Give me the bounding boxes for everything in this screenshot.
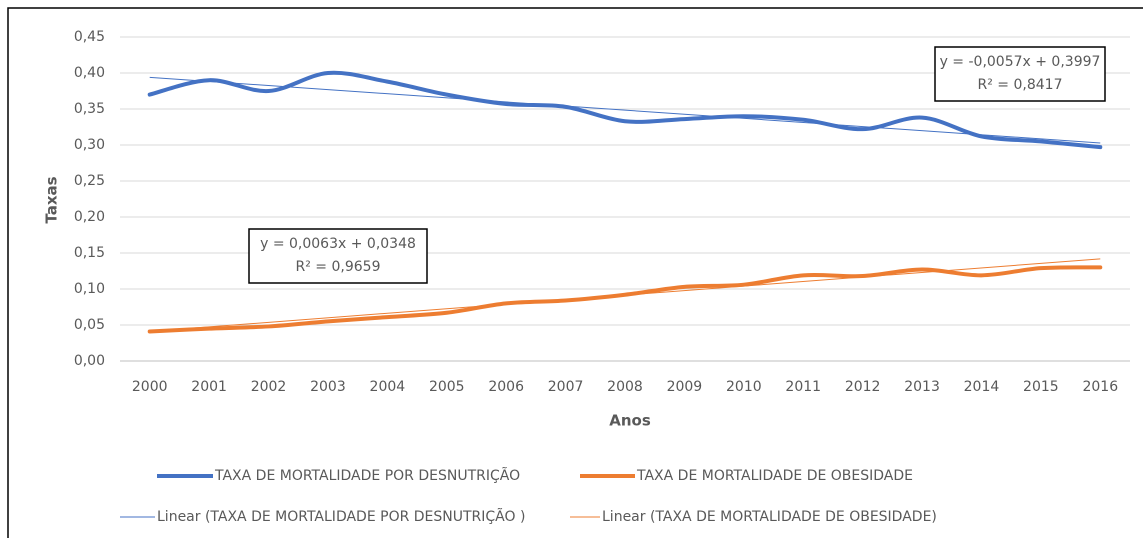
trend-r2: R² = 0,9659 xyxy=(296,259,381,275)
legend-label: Linear (TAXA DE MORTALIDADE DE OBESIDADE… xyxy=(602,509,937,525)
x-tick-label: 2001 xyxy=(191,379,227,395)
equation-box xyxy=(934,46,1106,102)
y-tick-label: 0,15 xyxy=(74,245,105,261)
legend-label: Linear (TAXA DE MORTALIDADE POR DESNUTRI… xyxy=(157,508,525,525)
x-tick-label: 2003 xyxy=(310,379,346,395)
y-tick-label: 0,40 xyxy=(74,65,105,81)
y-tick-label: 0,25 xyxy=(74,173,105,189)
x-tick-label: 2014 xyxy=(964,379,1000,395)
y-tick-label: 0,30 xyxy=(74,137,105,153)
x-tick-label: 2000 xyxy=(132,379,168,395)
y-tick-label: 0,00 xyxy=(74,353,105,369)
x-tick-label: 2007 xyxy=(548,379,584,395)
x-axis-title: Anos xyxy=(609,412,651,430)
trend-r2: R² = 0,8417 xyxy=(978,77,1063,93)
x-tick-label: 2005 xyxy=(429,379,465,395)
trend-equation: y = 0,0063x + 0,0348 xyxy=(260,236,416,252)
x-tick-label: 2004 xyxy=(370,379,406,395)
trend-line xyxy=(149,76,1101,144)
x-tick-label: 2012 xyxy=(845,379,881,395)
x-tick-label: 2016 xyxy=(1082,379,1118,395)
legend-label: TAXA DE MORTALIDADE POR DESNUTRIÇÃO xyxy=(214,467,520,484)
y-tick-label: 0,05 xyxy=(74,317,105,333)
y-tick-label: 0,35 xyxy=(74,101,105,117)
line-series xyxy=(147,70,1103,150)
x-tick-label: 2015 xyxy=(1023,379,1059,395)
x-tick-label: 2008 xyxy=(607,379,643,395)
x-tick-label: 2011 xyxy=(785,379,821,395)
trend-equation: y = -0,0057x + 0,3997 xyxy=(940,54,1101,70)
x-tick-label: 2006 xyxy=(488,379,524,395)
x-tick-label: 2010 xyxy=(726,379,762,395)
legend-label: TAXA DE MORTALIDADE DE OBESIDADE xyxy=(636,468,913,484)
equation-box xyxy=(248,228,428,284)
x-tick-label: 2013 xyxy=(904,379,940,395)
x-tick-label: 2002 xyxy=(251,379,287,395)
y-tick-label: 0,20 xyxy=(74,209,105,225)
x-tick-label: 2009 xyxy=(667,379,703,395)
y-axis-title: Taxas xyxy=(43,176,61,223)
y-tick-label: 0,10 xyxy=(74,281,105,297)
trend-line xyxy=(149,258,1101,332)
y-tick-label: 0,45 xyxy=(74,29,105,45)
